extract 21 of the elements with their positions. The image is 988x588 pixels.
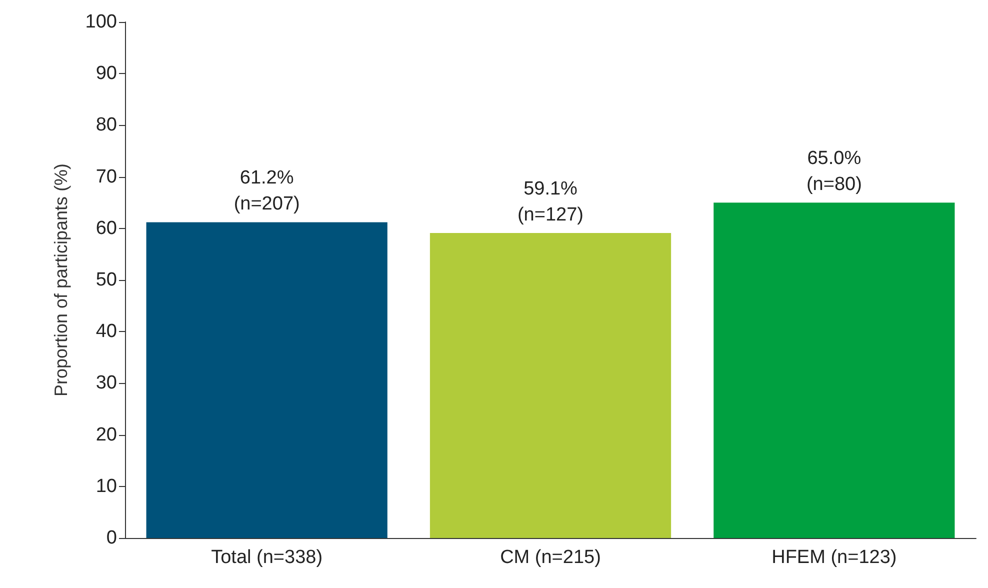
data-label: 65.0% (n=80) (806, 148, 862, 196)
y-tick-label: 90 (96, 63, 117, 84)
y-tick-label: 60 (96, 218, 117, 239)
bar (714, 202, 955, 538)
y-tick-label: 20 (96, 424, 117, 446)
x-tick-label: HFEM (n=123) (772, 547, 897, 568)
x-tick-label: CM (n=215) (500, 547, 601, 568)
y-tick-label: 50 (96, 270, 117, 290)
x-tick-label: Total (n=338) (211, 547, 323, 568)
y-tick-label: 10 (96, 476, 117, 497)
bar (430, 233, 672, 538)
y-tick-label: 30 (96, 372, 117, 394)
bar (146, 222, 388, 538)
data-label: 59.1% (n=127) (517, 178, 584, 226)
y-tick-label: 0 (106, 528, 117, 548)
y-tick-label: 70 (96, 166, 117, 188)
y-axis-title: Proportion of participants (%) (51, 163, 71, 397)
y-tick-label: 80 (96, 114, 117, 136)
data-label: 61.2% (n=207) (234, 168, 300, 215)
y-tick-label: 100 (85, 12, 117, 32)
y-tick-label: 40 (96, 321, 117, 342)
